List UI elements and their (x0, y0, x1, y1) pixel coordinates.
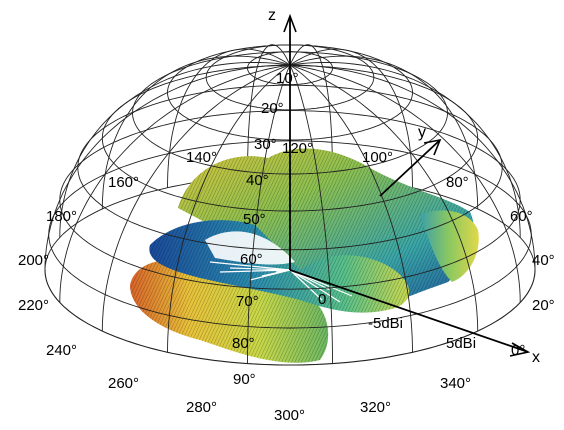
azimuth-label-280: 280° (186, 399, 217, 416)
z-axis-label: z (268, 7, 276, 24)
pattern-ray (275, 269, 291, 273)
sphere-grid-front (44, 64, 536, 366)
elevation-label-50: 50° (243, 211, 266, 228)
y-axis (379, 139, 441, 197)
elevation-label-40: 40° (246, 172, 269, 189)
elevation-label-70: 70° (236, 293, 259, 310)
x-axis-label: x (532, 349, 540, 366)
azimuth-label-220: 220° (18, 297, 49, 314)
meridian-line (289, 48, 413, 188)
radiation-pattern-surface (130, 148, 479, 363)
azimuth-label-80: 80° (446, 174, 469, 191)
azimuth-label-20: 20° (532, 297, 555, 314)
grid-labels: 0° 20° 40° 60° 80° 100° 120° 140° 160° 1… (18, 70, 555, 424)
elevation-label-20: 20° (261, 100, 284, 117)
pattern-lobe-right (420, 210, 479, 282)
elevation-label-90: 90° (233, 371, 256, 388)
pattern-ray (209, 261, 291, 271)
azimuth-label-0: 0° (511, 342, 525, 359)
azimuth-label-200: 200° (18, 252, 49, 269)
latitude-ring-front (48, 234, 532, 329)
meridian-line (289, 44, 333, 177)
meridian-line (247, 64, 291, 364)
meridian-line (289, 64, 521, 303)
elevation-label-80: 80° (232, 335, 255, 352)
pattern-ray (289, 269, 323, 301)
azimuth-label-300: 300° (274, 407, 305, 424)
radial-label-minus5: -5dBi (368, 315, 403, 332)
meridian-line (289, 64, 413, 353)
azimuth-label-240: 240° (46, 342, 77, 359)
meridian-line (289, 64, 479, 332)
radial-label-5: 5dBi (446, 335, 476, 352)
azimuth-label-340: 340° (440, 375, 471, 392)
pattern-ray (219, 269, 291, 273)
elevation-label-30: 30° (254, 136, 277, 153)
azimuth-label-120: 120° (282, 140, 313, 157)
meridian-line (101, 55, 291, 209)
azimuth-label-60: 60° (510, 208, 533, 225)
meridian-line (59, 64, 291, 303)
coordinate-axes: z y x (268, 7, 540, 366)
meridian-line (289, 62, 521, 238)
center-label-0: 0 (318, 291, 326, 308)
meridian-line (44, 64, 291, 271)
meridian-line (167, 64, 291, 353)
y-axis-arrowhead (423, 138, 442, 156)
latitude-ring-front (44, 269, 536, 366)
azimuth-label-100: 100° (362, 149, 393, 166)
meridian-line (59, 62, 291, 238)
elevation-label-10: 10° (276, 70, 299, 87)
z-axis-arrowhead (283, 13, 297, 33)
meridian-line (101, 64, 291, 332)
meridian-line (167, 48, 291, 188)
x-axis (289, 269, 529, 353)
azimuth-label-180: 180° (46, 208, 77, 225)
azimuth-label-40: 40° (532, 252, 555, 269)
meridian-line (247, 44, 291, 177)
meridian-line (289, 55, 479, 209)
pattern-lobe-upper-hatch (178, 148, 474, 310)
elevation-label-60: 60° (240, 251, 263, 268)
meridian-line (289, 64, 333, 364)
azimuth-label-260: 260° (108, 375, 139, 392)
x-axis-arrowhead (509, 342, 531, 357)
y-axis-label: y (418, 124, 426, 141)
azimuth-label-140: 140° (186, 149, 217, 166)
azimuth-label-160: 160° (108, 174, 139, 191)
latitude-ring-front (59, 199, 521, 290)
azimuth-label-320: 320° (360, 399, 391, 416)
pattern-ray (229, 267, 291, 271)
meridian-line (289, 64, 536, 271)
